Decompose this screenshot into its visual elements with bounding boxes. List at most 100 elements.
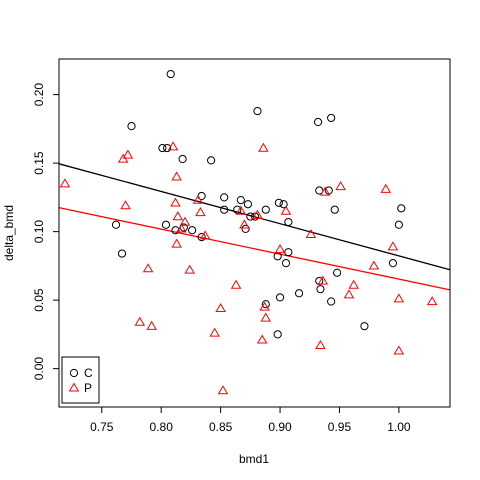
point-c [388, 259, 398, 268]
point-c [158, 143, 167, 153]
x-tick-label: 0.95 [328, 420, 352, 434]
point-p [230, 279, 242, 289]
point-p [393, 293, 405, 303]
point-p [215, 302, 226, 313]
point-c [316, 285, 325, 294]
point-c [313, 117, 323, 127]
point-p [252, 209, 263, 219]
point-c [394, 220, 403, 229]
point-p [171, 171, 182, 181]
point-c [327, 297, 336, 306]
point-p [176, 223, 187, 233]
y-tick-label: 0.15 [32, 151, 46, 175]
point-p [426, 296, 438, 306]
point-c [360, 322, 369, 331]
point-p [335, 181, 346, 191]
point-c [275, 293, 285, 302]
point-p [380, 183, 392, 193]
point-p [195, 207, 206, 217]
x-axis-label: bmd1 [239, 452, 269, 466]
point-c [284, 217, 293, 227]
point-c [330, 205, 339, 214]
point-c [243, 200, 253, 209]
point-c [253, 106, 262, 116]
point-p [317, 275, 329, 285]
legend-label-c: C [84, 366, 93, 380]
point-c [111, 220, 121, 229]
point-p [258, 142, 269, 152]
point-p [259, 301, 270, 311]
y-tick-label: 0.00 [32, 357, 46, 381]
point-c [171, 226, 180, 235]
point-c [315, 186, 324, 195]
point-c [274, 198, 283, 207]
point-c [117, 249, 127, 258]
point-p [179, 216, 191, 226]
point-p [142, 263, 154, 273]
point-p [59, 178, 71, 188]
point-p [260, 312, 272, 322]
y-tick-label: 0.10 [32, 220, 46, 244]
point-p [368, 260, 380, 270]
point-c [397, 204, 406, 213]
x-tick-label: 0.90 [268, 420, 292, 434]
point-c [166, 69, 175, 79]
x-tick-label: 0.80 [150, 420, 174, 434]
point-c [332, 268, 342, 277]
point-p [171, 238, 182, 248]
point-p [170, 197, 181, 207]
point-p [209, 327, 220, 337]
legend: C P [61, 356, 100, 404]
point-c [261, 300, 270, 309]
point-p [239, 219, 250, 229]
point-p [192, 194, 204, 204]
point-p [199, 230, 211, 240]
y-axis-label: delta_bmd [2, 205, 16, 261]
point-p [134, 316, 146, 326]
point-p [146, 320, 157, 330]
fit-line-p [58, 207, 451, 291]
point-p [343, 289, 355, 299]
point-p [120, 200, 131, 210]
legend-box [61, 356, 100, 404]
point-p [393, 345, 405, 355]
point-p [274, 244, 286, 254]
x-tick-label: 0.75 [90, 420, 114, 434]
point-p [305, 228, 317, 239]
legend-label-p: P [84, 381, 92, 395]
point-c [188, 226, 197, 235]
point-p [280, 205, 292, 215]
point-p [319, 186, 331, 196]
point-c [127, 122, 136, 131]
point-c [273, 330, 282, 339]
legend-triangle-icon [68, 382, 80, 392]
point-p [217, 385, 229, 395]
point-c [236, 196, 245, 205]
x-axis: 0.75 0.80 0.85 0.90 0.95 1.00 [90, 406, 411, 434]
point-p [387, 241, 399, 251]
point-c [261, 205, 270, 214]
point-p [184, 264, 195, 274]
x-tick-label: 1.00 [387, 420, 411, 434]
point-c [161, 220, 171, 229]
point-c [207, 156, 216, 165]
y-tick-label: 0.20 [32, 83, 46, 107]
point-p [172, 211, 184, 221]
point-p [122, 149, 134, 159]
point-c [197, 233, 206, 242]
point-c [241, 224, 250, 233]
point-c [279, 200, 288, 209]
point-p [348, 279, 360, 289]
point-c [178, 154, 187, 164]
point-c [220, 193, 229, 202]
x-tick-label: 0.85 [209, 420, 233, 434]
data-points [59, 69, 438, 395]
y-tick-label: 0.05 [32, 288, 46, 312]
point-p [315, 339, 326, 350]
point-c [327, 113, 336, 123]
point-p [235, 205, 247, 215]
point-c [281, 259, 291, 268]
point-c [250, 212, 260, 221]
